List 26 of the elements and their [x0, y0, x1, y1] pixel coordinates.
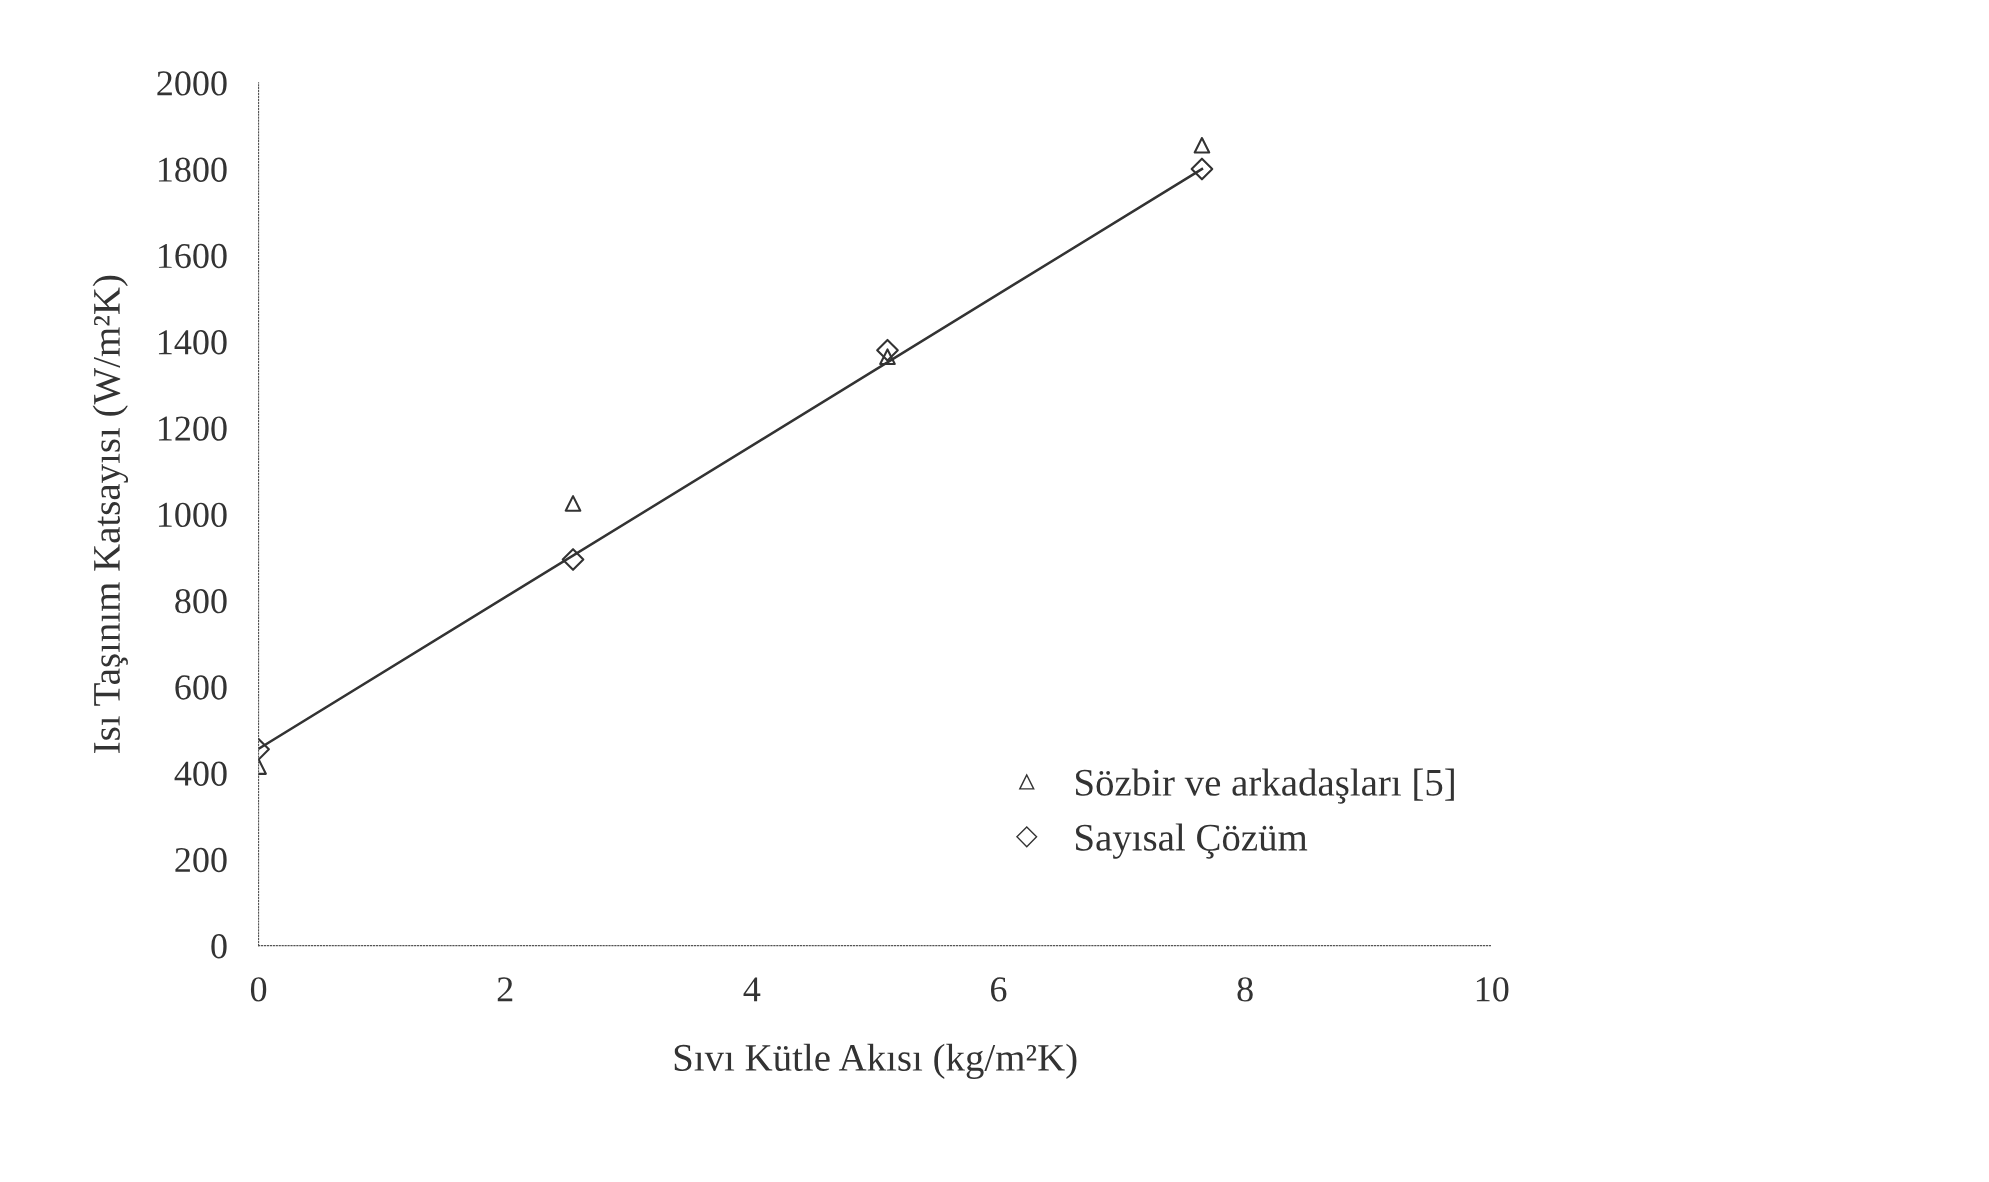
x-tick-label: 0 [250, 977, 267, 1002]
y-tick-label: 200 [175, 847, 227, 873]
y-tick-label: 2000 [157, 71, 227, 96]
point [564, 495, 582, 512]
y-tick-label: 1400 [158, 330, 227, 355]
point [1190, 157, 1214, 181]
y-tick-label: 1800 [158, 157, 227, 182]
x-tick-label: 2 [497, 977, 513, 1002]
x-tick-label: 8 [1237, 977, 1253, 1002]
x-tick-label: 6 [991, 977, 1007, 1002]
legend-label: Sayısal Çözüm [1076, 823, 1308, 859]
y-tick-label: 800 [175, 588, 227, 614]
y-axis-title: Isı Taşınım Katsayısı (W/m²K) [92, 275, 129, 753]
point [561, 548, 585, 571]
point [1193, 136, 1211, 154]
y-tick-label: 400 [174, 761, 227, 786]
y-tick-label: 1000 [158, 502, 227, 528]
x-tick-label: 4 [743, 977, 761, 1002]
x-axis-title: Sıvı Kütle Akısı (kg/m²K) [674, 1043, 1077, 1079]
y-tick-label: 0 [211, 934, 227, 959]
point [876, 338, 899, 362]
y-tick-label: 1600 [158, 243, 227, 269]
legend-label: Sözbir ve arkadaşları [5] [1076, 768, 1454, 804]
x-tick-label: 10 [1476, 977, 1509, 1002]
y-tick-label: 1200 [158, 416, 227, 441]
y-tick-label: 600 [175, 675, 227, 700]
